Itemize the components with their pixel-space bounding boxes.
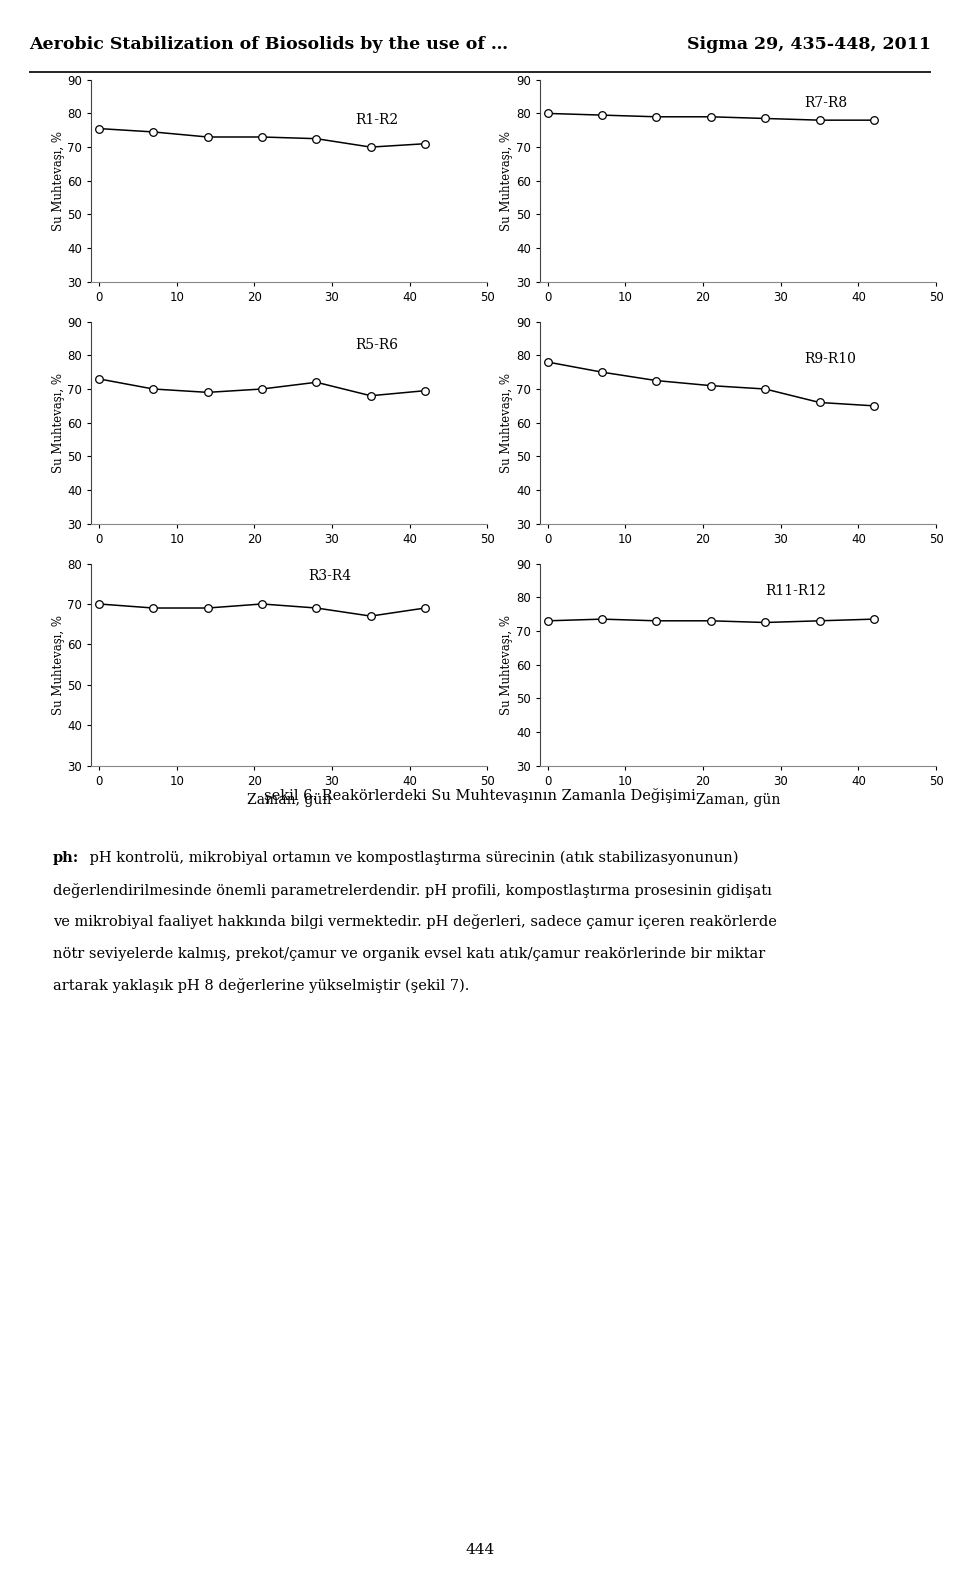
Y-axis label: Su Muhtevaşı, %: Su Muhtevaşı, % bbox=[52, 373, 64, 472]
Text: artarak yaklaşık pH 8 değerlerine yükselmiştir (şekil 7).: artarak yaklaşık pH 8 değerlerine yüksel… bbox=[53, 978, 469, 994]
X-axis label: Zaman, gün: Zaman, gün bbox=[696, 793, 780, 807]
Text: Aerobic Stabilization of Biosolids by the use of …: Aerobic Stabilization of Biosolids by th… bbox=[29, 37, 508, 53]
Text: R7-R8: R7-R8 bbox=[804, 96, 847, 110]
Text: nötr seviyelerde kalmış, prekot/çamur ve organik evsel katı atık/çamur reakörler: nötr seviyelerde kalmış, prekot/çamur ve… bbox=[53, 947, 765, 960]
Text: 444: 444 bbox=[466, 1544, 494, 1557]
Y-axis label: Su Muhtevaşı, %: Su Muhtevaşı, % bbox=[500, 373, 514, 472]
Text: R11-R12: R11-R12 bbox=[765, 584, 826, 598]
Text: ph:: ph: bbox=[53, 852, 79, 864]
X-axis label: Zaman, gün: Zaman, gün bbox=[247, 793, 331, 807]
Text: ve mikrobiyal faaliyet hakkında bilgi vermektedir. pH değerleri, sadece çamur iç: ve mikrobiyal faaliyet hakkında bilgi ve… bbox=[53, 914, 777, 930]
Y-axis label: Su Muhtevaşı, %: Su Muhtevaşı, % bbox=[500, 614, 514, 715]
Text: Sigma 29, 435-448, 2011: Sigma 29, 435-448, 2011 bbox=[687, 37, 931, 53]
Text: R3-R4: R3-R4 bbox=[308, 569, 351, 582]
Text: R1-R2: R1-R2 bbox=[355, 113, 398, 128]
Text: R9-R10: R9-R10 bbox=[804, 352, 856, 365]
Text: değerlendirilmesinde önemli parametrelerdendir. pH profili, kompostlaştırma pros: değerlendirilmesinde önemli parametreler… bbox=[53, 882, 772, 898]
Y-axis label: Su Muhtevaşı, %: Su Muhtevaşı, % bbox=[52, 614, 64, 715]
Y-axis label: Su Muhtevaşı, %: Su Muhtevaşı, % bbox=[52, 131, 64, 231]
Y-axis label: Su Muhtevaşı, %: Su Muhtevaşı, % bbox=[500, 131, 514, 231]
Text: şekil 6. Reakörlerdeki Su Muhtevaşının Zamanla Değişimi: şekil 6. Reakörlerdeki Su Muhtevaşının Z… bbox=[264, 788, 696, 804]
Text: R5-R6: R5-R6 bbox=[355, 338, 398, 352]
Text: pH kontrolü, mikrobiyal ortamın ve kompostlaştırma sürecinin (atık stabilizasyon: pH kontrolü, mikrobiyal ortamın ve kompo… bbox=[85, 850, 739, 866]
